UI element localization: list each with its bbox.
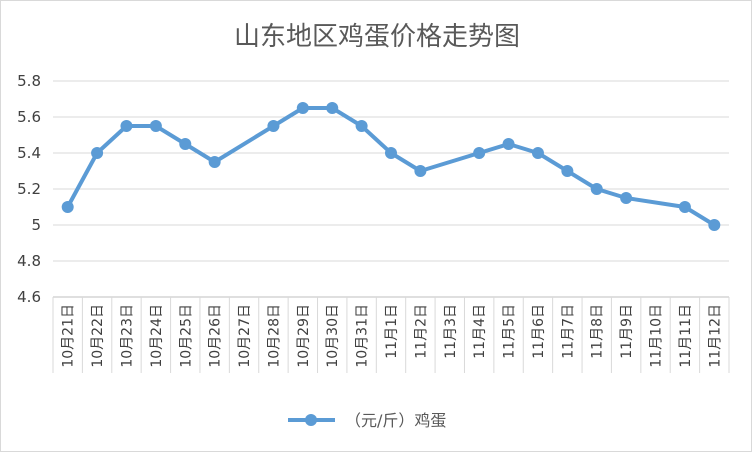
data-point (355, 120, 368, 132)
data-point (561, 165, 574, 177)
data-point (326, 102, 339, 114)
x-tick-label: 11月7日 (560, 304, 576, 359)
x-tick-label: 10月28日 (266, 304, 282, 368)
x-tick-label: 10月22日 (90, 304, 106, 368)
x-tick-label: 10月21日 (61, 304, 77, 368)
data-point (678, 201, 691, 213)
x-tick-label: 10月24日 (149, 304, 165, 368)
legend-label: （元/斤）鸡蛋 (345, 411, 446, 430)
x-tick-label: 10月30日 (325, 304, 341, 368)
data-point (385, 147, 397, 159)
data-point (414, 165, 427, 177)
data-point (179, 138, 192, 150)
x-axis-ticks: 10月21日 10月22日 10月23日 10月24日 10月25日 10月26日 10月2… (61, 304, 724, 368)
x-tick-label: 11月5日 (502, 304, 518, 359)
y-tick-label: 5.4 (17, 144, 41, 162)
x-tick-label: 11月3日 (443, 304, 459, 359)
x-tick-label: 11月11日 (678, 304, 694, 368)
series-line (61, 102, 721, 231)
data-point (61, 201, 74, 213)
x-tick-label: 10月31日 (355, 304, 371, 368)
y-tick-label: 5 (31, 216, 41, 234)
x-tick-label: 11月8日 (590, 304, 606, 359)
x-tick-label: 11月6日 (531, 304, 547, 359)
y-tick-label: 5.2 (17, 180, 41, 198)
data-point (149, 120, 162, 132)
data-point (531, 147, 544, 159)
y-tick-label: 5.8 (17, 72, 41, 90)
data-point (590, 183, 603, 195)
x-tick-label: 11月2日 (413, 304, 429, 359)
data-point (267, 120, 280, 132)
data-point (620, 192, 633, 204)
x-tick-label: 11月1日 (384, 304, 400, 359)
y-axis-ticks: 4.6 4.8 5 5.2 5.4 5.6 5.8 (17, 72, 41, 306)
legend-marker (305, 414, 317, 426)
x-tick-label: 11月4日 (472, 304, 488, 359)
legend: （元/斤）鸡蛋 (288, 411, 446, 430)
x-tick-label: 11月12日 (707, 304, 723, 368)
data-point (502, 138, 515, 150)
y-tick-label: 4.8 (17, 252, 41, 270)
data-point (208, 156, 221, 168)
data-point (473, 147, 486, 159)
x-tick-label: 10月29日 (296, 304, 312, 368)
y-tick-label: 5.6 (17, 108, 41, 126)
x-tick-label: 11月10日 (649, 304, 665, 368)
x-tick-label: 10月27日 (237, 304, 253, 368)
x-tick-label: 10月25日 (178, 304, 194, 368)
data-point (91, 147, 104, 159)
x-tick-label: 10月26日 (208, 304, 224, 368)
data-point (120, 120, 133, 132)
x-tick-label: 10月23日 (119, 304, 135, 368)
y-tick-label: 4.6 (17, 288, 41, 306)
series-line-path (65, 106, 717, 227)
data-point (708, 219, 721, 231)
data-point (296, 102, 309, 114)
chart-title: 山东地区鸡蛋价格走势图 (234, 22, 520, 52)
x-tick-label: 11月9日 (619, 304, 635, 359)
